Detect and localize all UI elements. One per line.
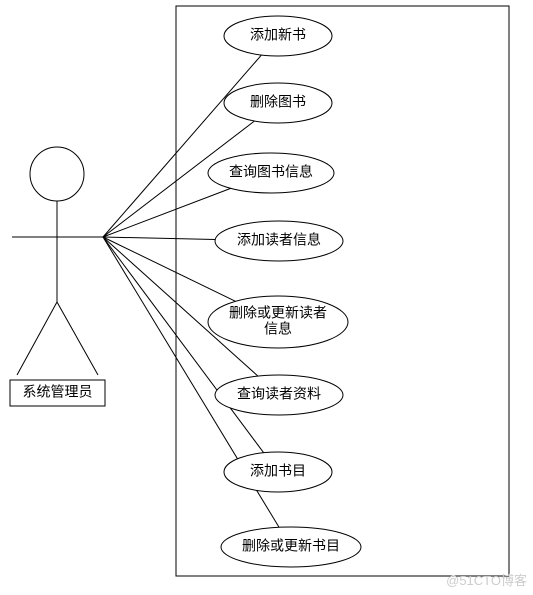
association-line: [103, 237, 215, 240]
association-line: [103, 237, 264, 453]
association-line: [103, 55, 261, 237]
actor-head: [30, 147, 84, 201]
watermark-text: @51CTO博客: [446, 570, 527, 589]
use-case-label-uc5: 删除或更新读者: [229, 305, 327, 322]
use-case-label-uc3: 查询图书信息: [229, 164, 313, 181]
association-line: [103, 188, 231, 237]
use-case-label-uc7: 添加书目: [250, 464, 306, 480]
use-case-label-uc4: 添加读者信息: [237, 232, 321, 249]
system-boundary: [176, 6, 509, 576]
actor-leg-right: [57, 302, 98, 375]
actor-label: 系统管理员: [23, 385, 93, 401]
use-case-diagram: 系统管理员 添加新书删除图书查询图书信息添加读者信息删除或更新读者信息查询读者资料…: [0, 0, 533, 595]
use-case-label-uc1: 添加新书: [250, 28, 306, 44]
use-case-label-uc5: 信息: [264, 321, 292, 338]
use-case-label-uc8: 删除或更新书目: [242, 539, 340, 555]
actor-leg-left: [17, 302, 57, 375]
use-case-label-uc6: 查询读者资料: [237, 386, 321, 403]
use-case-label-uc2: 删除图书: [250, 95, 306, 111]
